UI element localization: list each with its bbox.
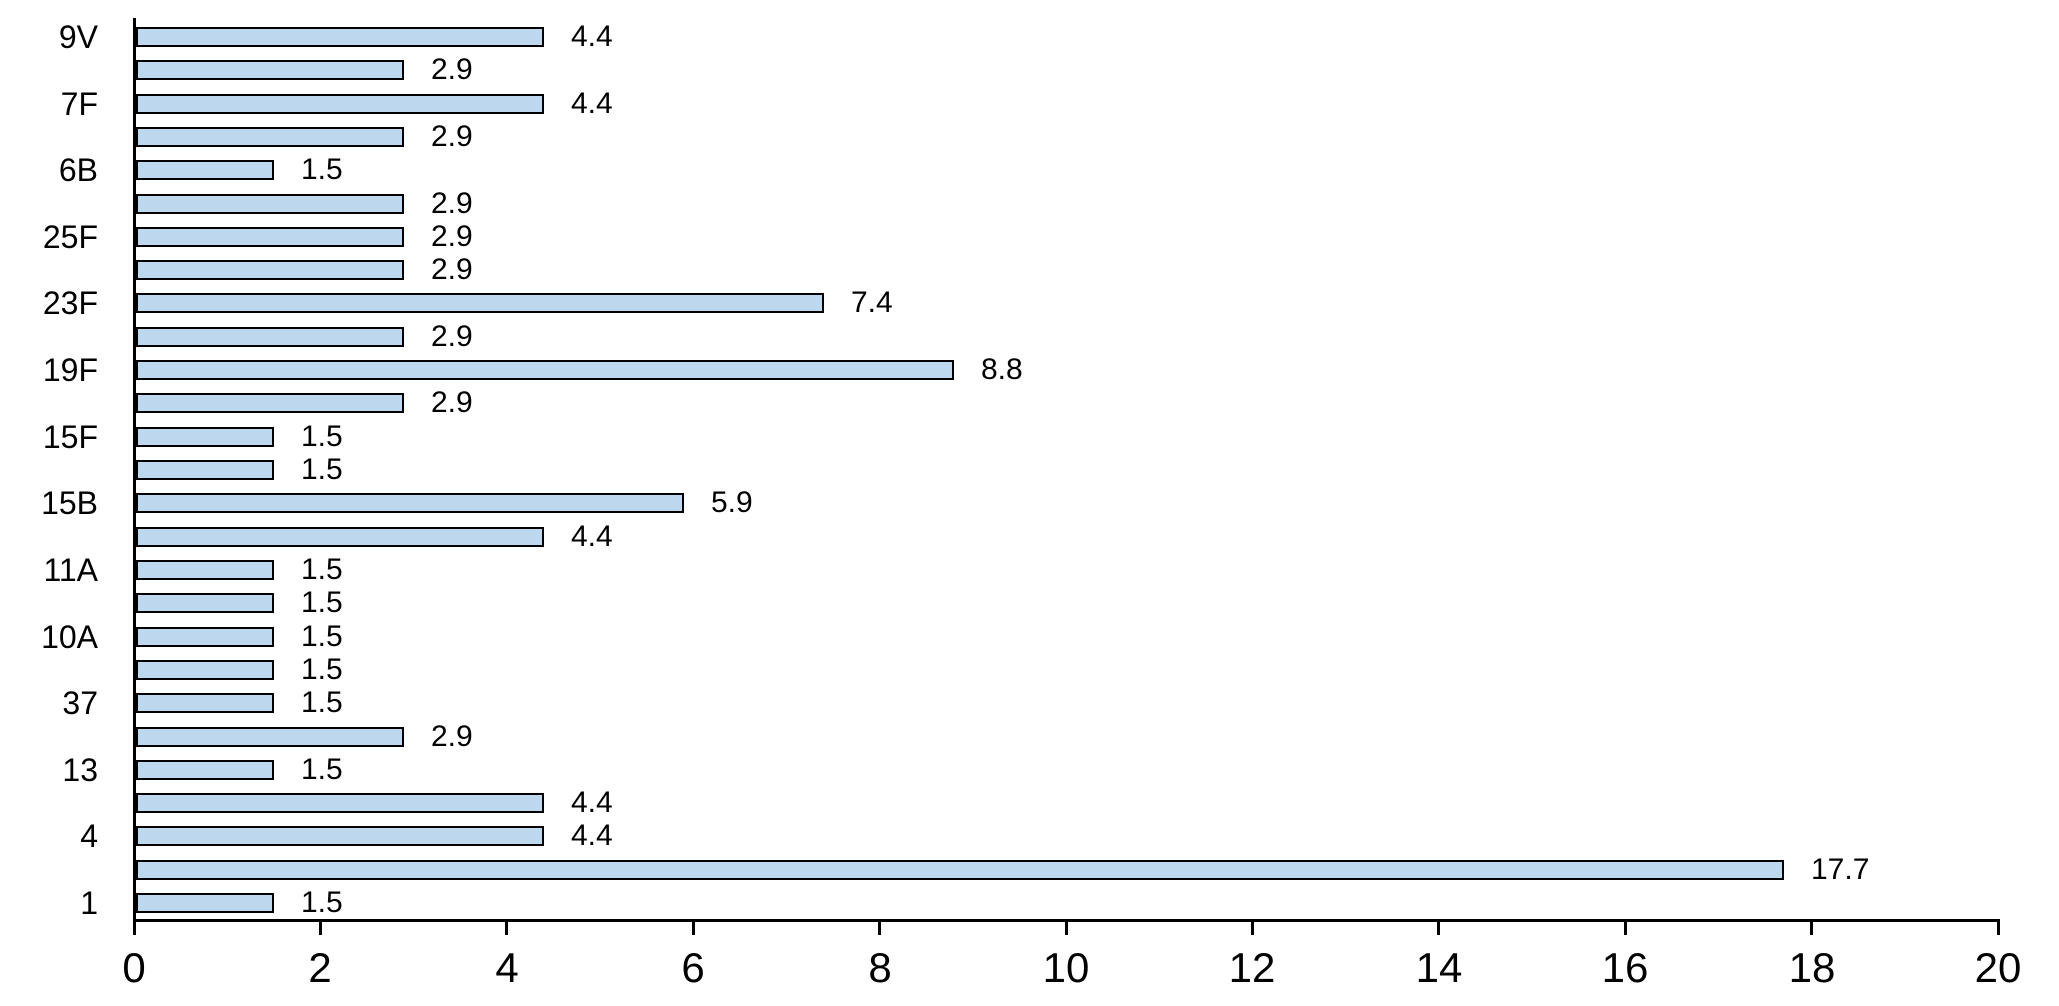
bar bbox=[136, 660, 274, 680]
category-label: 19F bbox=[42, 352, 98, 388]
category-label: 15B bbox=[41, 485, 98, 521]
value-label: 17.7 bbox=[1811, 853, 1870, 886]
x-axis-tick bbox=[1065, 922, 1068, 935]
x-axis-tick bbox=[505, 922, 508, 935]
value-label: 4.4 bbox=[571, 20, 613, 53]
x-axis-tick bbox=[1251, 922, 1254, 935]
x-axis-tick-label: 2 bbox=[308, 944, 332, 991]
value-label: 2.9 bbox=[431, 386, 473, 419]
x-axis-tick-label: 8 bbox=[868, 944, 892, 991]
x-axis-tick bbox=[133, 922, 136, 935]
value-label: 4.4 bbox=[571, 87, 613, 120]
value-label: 1.5 bbox=[301, 886, 343, 919]
bar bbox=[136, 94, 544, 114]
bar bbox=[136, 227, 404, 247]
x-axis-line bbox=[133, 919, 2000, 922]
bar bbox=[136, 327, 404, 347]
x-axis-tick bbox=[692, 922, 695, 935]
y-axis-line bbox=[133, 18, 136, 922]
bar bbox=[136, 260, 404, 280]
bar bbox=[136, 760, 274, 780]
x-axis-tick bbox=[1997, 922, 2000, 935]
bar bbox=[136, 527, 544, 547]
x-axis-tick-label: 10 bbox=[1042, 944, 1090, 991]
value-label: 2.9 bbox=[431, 53, 473, 86]
x-axis-tick bbox=[319, 922, 322, 935]
x-axis-tick-label: 6 bbox=[681, 944, 705, 991]
bar bbox=[136, 360, 954, 380]
bar bbox=[136, 393, 404, 413]
value-label: 4.4 bbox=[571, 520, 613, 553]
value-label: 1.5 bbox=[301, 153, 343, 186]
x-axis-tick-label: 18 bbox=[1788, 944, 1836, 991]
value-label: 1.5 bbox=[301, 420, 343, 453]
bar bbox=[136, 194, 404, 214]
value-label: 2.9 bbox=[431, 187, 473, 220]
category-label: 37 bbox=[62, 685, 98, 721]
value-label: 2.9 bbox=[431, 120, 473, 153]
value-label: 2.9 bbox=[431, 253, 473, 286]
value-label: 8.8 bbox=[981, 353, 1023, 386]
value-label: 4.4 bbox=[571, 786, 613, 819]
category-label: 4 bbox=[80, 818, 98, 854]
value-label: 7.4 bbox=[851, 286, 893, 319]
x-axis-tick bbox=[1437, 922, 1440, 935]
x-axis-tick-label: 20 bbox=[1974, 944, 2022, 991]
bar bbox=[136, 860, 1784, 880]
category-label: 7F bbox=[60, 86, 98, 122]
bar bbox=[136, 293, 824, 313]
value-label: 1.5 bbox=[301, 653, 343, 686]
category-label: 25F bbox=[42, 219, 98, 255]
bar bbox=[136, 27, 544, 47]
category-label: 9V bbox=[58, 19, 98, 55]
value-label: 1.5 bbox=[301, 620, 343, 653]
value-label: 2.9 bbox=[431, 220, 473, 253]
bar bbox=[136, 793, 544, 813]
value-label: 2.9 bbox=[431, 720, 473, 753]
value-label: 1.5 bbox=[301, 553, 343, 586]
category-label: 13 bbox=[62, 752, 98, 788]
x-axis-tick-label: 14 bbox=[1415, 944, 1463, 991]
category-label: 6B bbox=[58, 152, 98, 188]
bar bbox=[136, 560, 274, 580]
value-label: 1.5 bbox=[301, 686, 343, 719]
bar bbox=[136, 627, 274, 647]
x-axis-tick-label: 4 bbox=[495, 944, 519, 991]
category-label: 15F bbox=[42, 419, 98, 455]
bar bbox=[136, 693, 274, 713]
category-label: 1 bbox=[80, 885, 98, 921]
bar bbox=[136, 493, 684, 513]
category-label: 10A bbox=[41, 619, 98, 655]
category-label: 11A bbox=[43, 552, 98, 588]
bar bbox=[136, 160, 274, 180]
bar bbox=[136, 826, 544, 846]
value-label: 2.9 bbox=[431, 320, 473, 353]
x-axis-tick bbox=[878, 922, 881, 935]
value-label: 1.5 bbox=[301, 753, 343, 786]
bar bbox=[136, 427, 274, 447]
value-label: 1.5 bbox=[301, 453, 343, 486]
x-axis-tick bbox=[1810, 922, 1813, 935]
bar bbox=[136, 593, 274, 613]
bar bbox=[136, 460, 274, 480]
value-label: 5.9 bbox=[711, 486, 753, 519]
x-axis-tick bbox=[1624, 922, 1627, 935]
x-axis-tick-label: 16 bbox=[1601, 944, 1649, 991]
bar bbox=[136, 127, 404, 147]
value-label: 4.4 bbox=[571, 819, 613, 852]
bar bbox=[136, 893, 274, 913]
x-axis-tick-label: 12 bbox=[1228, 944, 1276, 991]
bar bbox=[136, 727, 404, 747]
category-label: 23F bbox=[42, 285, 98, 321]
bar bbox=[136, 60, 404, 80]
x-axis-tick-label: 0 bbox=[122, 944, 146, 991]
value-label: 1.5 bbox=[301, 586, 343, 619]
